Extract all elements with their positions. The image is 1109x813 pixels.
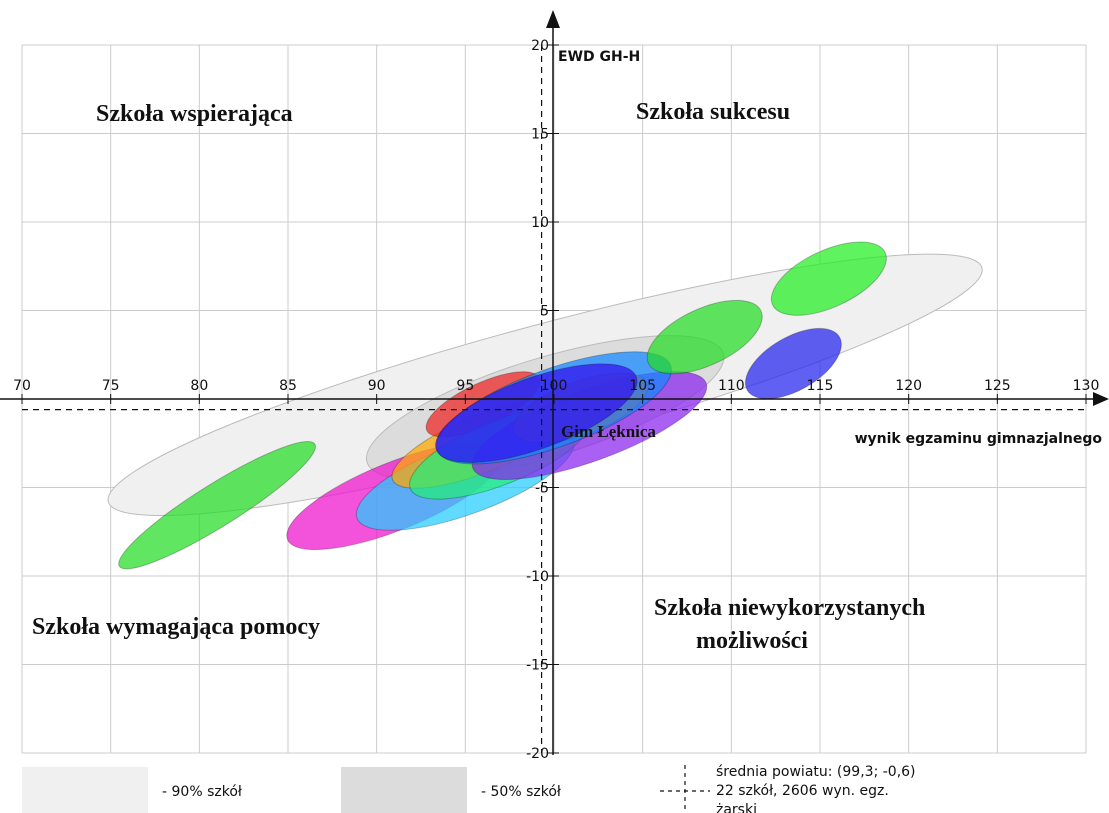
axes bbox=[0, 10, 1109, 755]
tick-labels: 70 75 80 85 90 95 100 105 110 115 120 125 130-20-15-… bbox=[13, 38, 1099, 762]
legend: - 90% szkół - 50% szkół średnia powiatu:… bbox=[22, 764, 916, 813]
school-ellipses bbox=[118, 241, 887, 570]
legend-label-90: - 90% szkół bbox=[162, 784, 242, 800]
quadrant-bottom-right-line2: możliwości bbox=[696, 628, 808, 654]
x-axis-label: wynik egzaminu gimnazjalnego bbox=[855, 431, 1103, 447]
quadrant-bottom-right-line1: Szkoła niewykorzystanych bbox=[654, 595, 925, 621]
highlighted-school-label: Gim Łęknica bbox=[561, 422, 656, 441]
x-tick-label: 120 bbox=[895, 378, 922, 394]
x-tick-label: 125 bbox=[984, 378, 1011, 394]
legend-swatch-90 bbox=[22, 767, 148, 813]
school-ellipse bbox=[435, 363, 638, 463]
x-tick-label: 130 bbox=[1073, 378, 1100, 394]
legend-mean-line3: żarski bbox=[716, 802, 757, 813]
legend-mean-line2: 22 szkół, 2606 wyn. egz. bbox=[716, 783, 889, 799]
x-tick-label: 80 bbox=[190, 378, 208, 394]
y-axis-arrow bbox=[546, 10, 560, 28]
x-tick-label: 115 bbox=[807, 378, 834, 394]
school-ellipse bbox=[770, 241, 887, 316]
y-tick-label: -20 bbox=[526, 746, 549, 762]
x-axis-arrow bbox=[1093, 392, 1109, 406]
legend-swatch-50 bbox=[341, 767, 467, 813]
y-tick-label: -15 bbox=[526, 658, 549, 674]
x-tick-label: 100 bbox=[541, 378, 568, 394]
y-tick-label: 15 bbox=[531, 127, 549, 143]
y-axis-label: EWD GH-H bbox=[558, 49, 640, 65]
quadrant-top-left: Szkoła wspierająca bbox=[96, 101, 293, 127]
school-ellipse bbox=[646, 299, 763, 375]
y-tick-label: 5 bbox=[540, 304, 549, 320]
x-tick-label: 105 bbox=[629, 378, 656, 394]
y-tick-label: -10 bbox=[526, 569, 549, 585]
x-tick-label: 75 bbox=[102, 378, 120, 394]
school-ellipse bbox=[118, 441, 316, 570]
legend-mean-line1: średnia powiatu: (99,3; -0,6) bbox=[716, 764, 916, 780]
y-tick-label: 20 bbox=[531, 38, 549, 54]
x-tick-label: 70 bbox=[13, 378, 31, 394]
x-tick-label: 95 bbox=[456, 378, 474, 394]
school-ellipse bbox=[744, 327, 842, 400]
legend-mean-symbol bbox=[660, 765, 710, 813]
x-tick-label: 110 bbox=[718, 378, 745, 394]
legend-label-50: - 50% szkół bbox=[481, 784, 561, 800]
y-tick-label: -5 bbox=[535, 481, 549, 497]
quadrant-top-right: Szkoła sukcesu bbox=[636, 99, 790, 125]
y-tick-label: 10 bbox=[531, 215, 549, 231]
quadrant-bottom-left: Szkoła wymagająca pomocy bbox=[32, 614, 320, 640]
x-tick-label: 85 bbox=[279, 378, 297, 394]
x-tick-label: 90 bbox=[368, 378, 386, 394]
